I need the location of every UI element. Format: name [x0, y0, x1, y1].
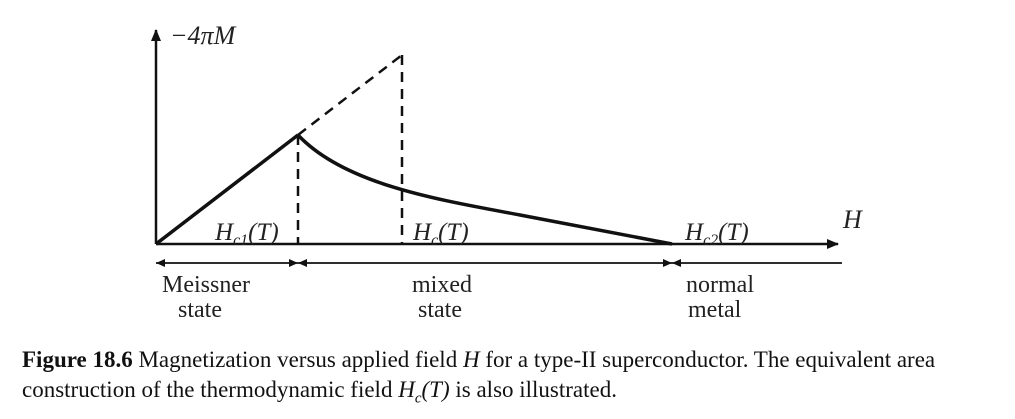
magnetization-figure: −4πM H Hc1(T) Hc(T) Hc2(T) Meissner stat…: [151, 21, 863, 323]
figure-label: Figure 18.6: [22, 347, 133, 372]
caption-text-2: for a type-II superconductor. The equiva…: [22, 347, 936, 402]
meissner-label-line1: Meissner: [162, 272, 250, 298]
mixed-arrow-right-head: [663, 259, 672, 267]
normal-label-line1: normal: [686, 272, 754, 298]
hc1-label: Hc1(T): [214, 219, 279, 249]
hc-label: Hc(T): [412, 219, 469, 249]
normal-label-line2: metal: [688, 297, 742, 323]
mixed-arrow-left-head: [298, 259, 307, 267]
mixed-state-curve: [296, 133, 673, 246]
mixed-label-line2: state: [418, 297, 462, 323]
y-axis-label: −4πM: [170, 21, 237, 50]
hc2-label: Hc2(T): [684, 219, 749, 249]
mixed-label-line1: mixed: [412, 272, 472, 298]
caption-text-3: is also illustrated.: [449, 377, 617, 402]
meissner-arrow-right-head: [289, 259, 298, 267]
figure-caption: Figure 18.6 Magnetization versus applied…: [22, 345, 1002, 414]
extrapolated-dashed-line: [297, 54, 403, 136]
caption-var-h: H: [462, 347, 480, 372]
meissner-label-line2: state: [178, 297, 222, 323]
caption-var-hc: Hc(T): [398, 377, 450, 407]
x-axis-label: H: [842, 205, 863, 234]
meissner-arrow-left-head: [156, 259, 165, 267]
meissner-linear-segment: [154, 133, 300, 246]
normal-arrow-left-head: [672, 259, 681, 267]
caption-text-1: Magnetization versus applied field: [132, 347, 463, 372]
